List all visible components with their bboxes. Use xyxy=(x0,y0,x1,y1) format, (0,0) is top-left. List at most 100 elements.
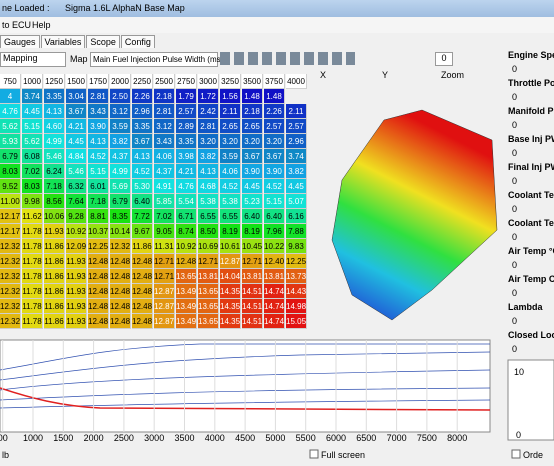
table-cell: 1.48 xyxy=(264,89,285,104)
table-cell: 7.96 xyxy=(264,224,285,239)
table-cell: 3.59 xyxy=(220,149,241,164)
gauge-label: Coolant Ter xyxy=(508,190,554,200)
map-label: Map xyxy=(70,54,88,64)
table-cell: 12.48 xyxy=(88,299,109,314)
table-cell: 3.67 xyxy=(132,134,153,149)
table-cell: 4 xyxy=(0,89,21,104)
gauge-label: Lambda xyxy=(508,302,543,312)
table-cell: 2.81 xyxy=(88,89,109,104)
table-cell: 7.72 xyxy=(132,209,153,224)
table-cell: 14.98 xyxy=(286,299,307,314)
column-header: 3250 xyxy=(220,74,241,89)
column-header: 3750 xyxy=(264,74,285,89)
table-cell: 9.67 xyxy=(132,224,153,239)
table-cell: 12.48 xyxy=(132,284,153,299)
table-cell: 10.06 xyxy=(44,209,65,224)
table-cell: 4.99 xyxy=(44,134,65,149)
gauge-label: Manifold P xyxy=(508,106,554,116)
mode-select[interactable]: Mapping xyxy=(0,52,66,67)
gauge-label: Engine Spe xyxy=(508,50,554,60)
tab[interactable]: Scope xyxy=(86,35,120,48)
column-header: 1500 xyxy=(66,74,87,89)
table-cell: 3.74 xyxy=(286,149,307,164)
table-cell: 12.48 xyxy=(110,254,131,269)
mode-text: Mapping xyxy=(3,53,38,63)
table-cell: 13.65 xyxy=(176,269,197,284)
table-cell: 12.87 xyxy=(220,254,241,269)
table-cell: 7.02 xyxy=(22,164,43,179)
column-header: 2750 xyxy=(176,74,197,89)
table-cell: 8.19 xyxy=(220,224,241,239)
tab[interactable]: Gauges xyxy=(0,35,40,48)
table-cell: 14.51 xyxy=(242,284,263,299)
table-cell: 12.71 xyxy=(242,254,263,269)
table-cell: 12.48 xyxy=(132,299,153,314)
spin-box[interactable]: 0 xyxy=(435,52,453,66)
x-tick-label: 5000 xyxy=(265,433,285,443)
menu-item[interactable]: to ECU xyxy=(2,20,32,30)
table-cell: 12.48 xyxy=(88,254,109,269)
table-cell: 12.48 xyxy=(110,269,131,284)
table-cell: 4.37 xyxy=(110,149,131,164)
table-cell: 13.73 xyxy=(286,269,307,284)
table-cell: 13.81 xyxy=(264,269,285,284)
table-cell: 4.21 xyxy=(66,119,87,134)
checkbox[interactable] xyxy=(309,449,319,459)
table-cell: 11.86 xyxy=(44,239,65,254)
column-header: 1750 xyxy=(88,74,109,89)
table-cell: 4.52 xyxy=(220,179,241,194)
table-cell: 14.51 xyxy=(242,299,263,314)
table-cell: 3.67 xyxy=(66,104,87,119)
table-cell: 3.82 xyxy=(286,164,307,179)
scope: 10 0 lb Full screen Orde 00 1000 1500 2000 2… xyxy=(0,339,554,460)
table-cell: 12.48 xyxy=(88,314,109,329)
table-cell: 11.86 xyxy=(44,254,65,269)
table-cell: 2.57 xyxy=(176,104,197,119)
table-cell: 2.65 xyxy=(242,119,263,134)
title-bar: ne Loaded : Sigma 1.6L AlphaN Base Map xyxy=(0,0,554,17)
table-cell: 5.69 xyxy=(110,179,131,194)
map-select[interactable]: Main Fuel Injection Pulse Width (ms) xyxy=(90,52,223,67)
table-cell: 12.87 xyxy=(154,299,175,314)
table-cell: 12.32 xyxy=(0,284,21,299)
toolbar-icons[interactable] xyxy=(220,52,355,65)
menu-item[interactable]: Help xyxy=(32,20,51,30)
table-cell: 6.71 xyxy=(176,209,197,224)
table-cell: 2.57 xyxy=(286,119,307,134)
table-cell: 5.54 xyxy=(176,194,197,209)
table-cell: 11.78 xyxy=(22,284,43,299)
table-cell: 11.93 xyxy=(66,254,87,269)
mini-tick: 0 xyxy=(516,430,521,440)
table-cell: 11.31 xyxy=(154,239,175,254)
table-cell: 3.90 xyxy=(264,164,285,179)
table-cell: 6.08 xyxy=(22,149,43,164)
table-cell: 11.93 xyxy=(66,314,87,329)
gauge-label: Closed Loo xyxy=(508,330,554,340)
gauge-label: Air Temp C xyxy=(508,274,554,284)
table-cell: 3.35 xyxy=(132,119,153,134)
table-cell: 7.02 xyxy=(154,209,175,224)
table-cell: 14.74 xyxy=(264,314,285,329)
table-cell: 14.74 xyxy=(264,284,285,299)
table-cell: 5.62 xyxy=(0,119,21,134)
tab[interactable]: Variables xyxy=(40,35,86,48)
gauge-label: Coolant Ter xyxy=(508,218,554,228)
table-cell: 6.16 xyxy=(286,209,307,224)
table-cell: 2.42 xyxy=(198,104,219,119)
table-cell: 11.93 xyxy=(66,284,87,299)
x-tick-label: 7500 xyxy=(417,433,437,443)
spin-value: 0 xyxy=(441,53,447,63)
table-cell: 4.13 xyxy=(44,104,65,119)
column-header: 1000 xyxy=(22,74,43,89)
tab[interactable]: Config xyxy=(120,35,155,48)
x-tick-label: 3500 xyxy=(174,433,194,443)
table-cell: 6.32 xyxy=(66,179,87,194)
gauge-value: 0 xyxy=(512,288,518,298)
checkbox[interactable] xyxy=(511,449,521,459)
table-cell: 3.43 xyxy=(88,104,109,119)
table-cell: 7.64 xyxy=(66,194,87,209)
table-cell: 3.90 xyxy=(88,119,109,134)
table-cell: 12.48 xyxy=(88,269,109,284)
table-cell: 14.35 xyxy=(220,314,241,329)
table-cell: 14.74 xyxy=(264,299,285,314)
